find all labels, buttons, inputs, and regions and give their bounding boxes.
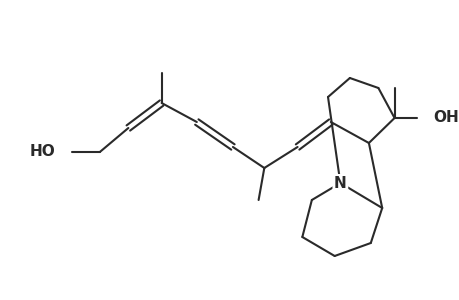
Text: HO: HO: [29, 145, 55, 160]
Text: OH: OH: [432, 110, 458, 125]
Text: N: N: [333, 176, 346, 190]
